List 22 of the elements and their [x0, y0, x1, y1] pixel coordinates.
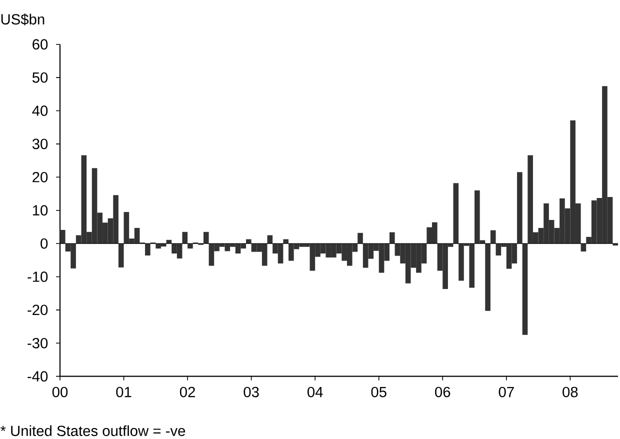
y-tick-label: 30: [32, 138, 48, 150]
x-tick-label: 05: [371, 386, 386, 398]
x-tick-label: 03: [244, 386, 259, 398]
y-tick-label: 40: [32, 106, 48, 116]
y-axis-title: US$bn: [1, 14, 44, 26]
y-tick-label: -40: [28, 371, 48, 382]
x-tick-label: 01: [116, 386, 132, 398]
x-tick-label: 06: [435, 386, 450, 398]
y-tick-label: 0: [40, 238, 48, 249]
x-tick-label: 07: [498, 386, 514, 398]
y-tick-label: 10: [32, 205, 48, 216]
y-tick-label: 20: [32, 172, 48, 182]
x-tick-label: 04: [308, 386, 323, 398]
y-tick-label: 50: [32, 72, 48, 83]
y-tick-label: 60: [32, 39, 48, 50]
x-tick-label: 02: [180, 386, 195, 398]
x-tick-label: 00: [52, 386, 68, 398]
y-tick-label: -30: [28, 338, 48, 348]
y-tick-label: -10: [28, 272, 48, 282]
text: * United States outflow = -ve: [0, 425, 186, 436]
y-tick-label: -20: [28, 304, 48, 316]
x-tick-label: 08: [562, 386, 578, 398]
